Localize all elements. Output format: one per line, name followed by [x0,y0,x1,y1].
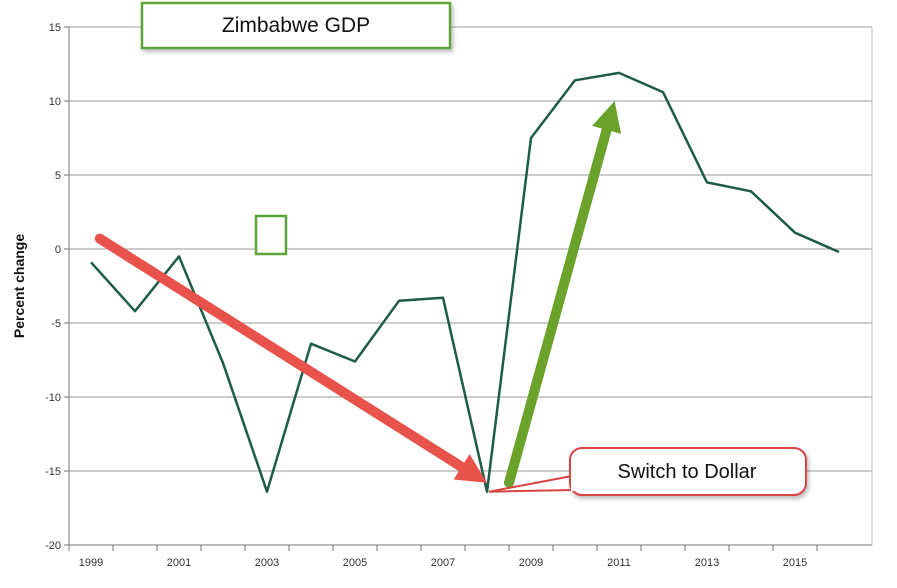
y-axis-label: Percent change [11,234,27,338]
x-tick-label: 2007 [431,557,455,569]
y-tick-label: 10 [49,96,61,108]
x-tick-label: 2005 [343,557,367,569]
y-tick-label: -15 [45,466,61,478]
callout-text: Switch to Dollar [618,461,757,483]
x-tick-labels: 1999 2001 2003 2005 2007 2009 2011 2013 2015 [79,557,807,569]
y-tick-label: -20 [45,540,61,552]
x-tick-label: 2003 [255,557,279,569]
grid-lines [69,26,872,472]
callout-pointer [488,474,573,493]
annotation-arrows [94,101,622,488]
x-tick-label: 2001 [167,557,191,569]
series-layer [90,71,840,493]
y-tick-label: 0 [55,244,61,256]
x-tick-label: 2011 [607,557,631,569]
x-tick-label: 2009 [519,557,543,569]
recovery-arrow-head [592,101,622,134]
callout-pointer-cover [571,475,580,491]
callout: Switch to Dollar [488,447,807,496]
decline-arrow-head [453,454,487,483]
y-tick-label: -10 [45,392,61,404]
x-tick-label: 2015 [783,557,807,569]
recovery-arrow-shaft [504,124,612,488]
x-tick-label: 1999 [79,557,103,569]
decline-arrow-shaft [94,233,467,472]
y-tick-label: 15 [49,22,61,34]
y-tick-labels: 15 10 5 0 -5 -10 -15 -20 [45,22,61,552]
y-tick-label: 5 [55,170,61,182]
axes [64,26,873,551]
chart-title-box: Zimbabwe GDP [140,1,452,50]
empty-marker-box [254,214,288,256]
chart-title: Zimbabwe GDP [222,14,370,37]
y-tick-label: -5 [51,318,61,330]
x-tick-label: 2013 [695,557,719,569]
series-line [90,71,840,493]
